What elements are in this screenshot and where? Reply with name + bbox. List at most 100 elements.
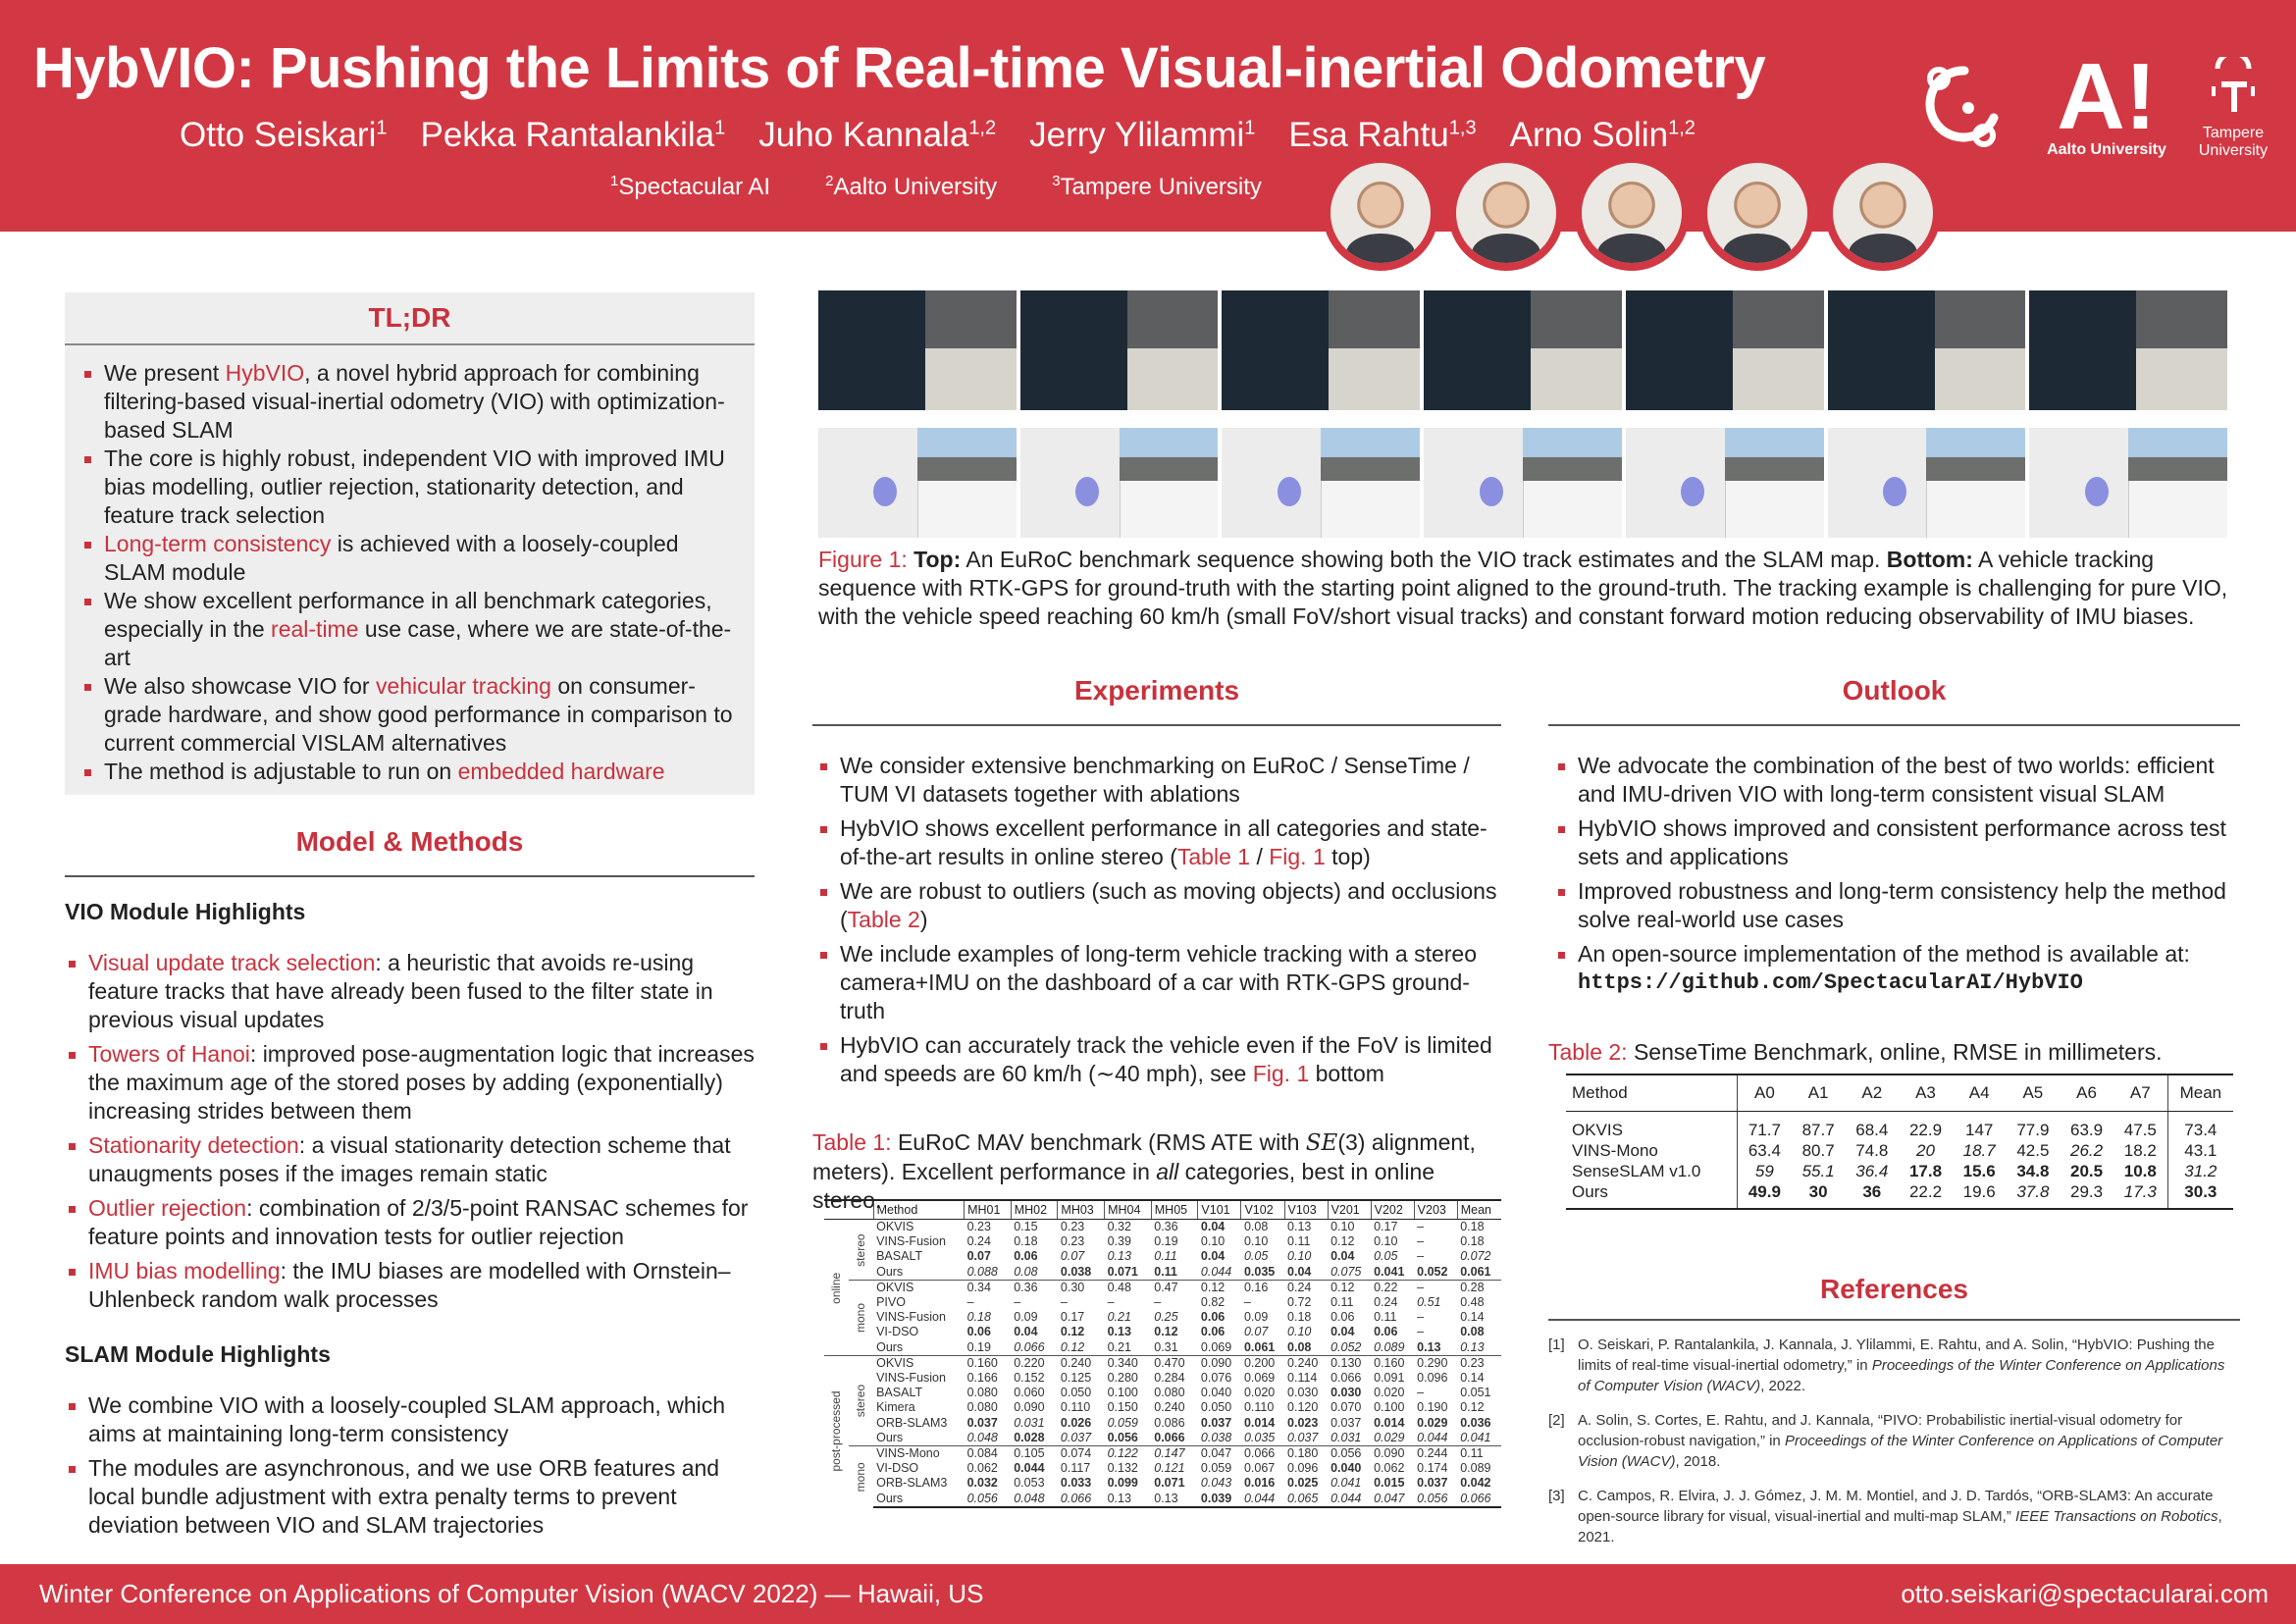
- reference-authors-title: O. Seiskari, P. Rantalankila, J. Kannala…: [1578, 1336, 2215, 1374]
- table2-cell: 30: [1791, 1181, 1846, 1210]
- table1-column-header: V102: [1240, 1199, 1285, 1220]
- affiliation-number: 1: [610, 173, 619, 189]
- affiliation: 3Tampere University: [1052, 173, 1262, 201]
- affiliation-list: 1Spectacular AI 2Aalto University 3Tampere…: [610, 173, 1262, 201]
- experiment-item: We include examples of long-term vehicle…: [816, 940, 1501, 1025]
- vio-highlight-term: Outlier rejection: [88, 1195, 247, 1221]
- table1-cell: 0.72: [1287, 1295, 1312, 1310]
- tldr-item: We also showcase VIO for vehicular track…: [80, 672, 737, 758]
- tldr-title: TL;DR: [65, 292, 755, 345]
- table1-cell: 0.075: [1331, 1264, 1362, 1279]
- author-photo: [1448, 155, 1564, 271]
- github-url[interactable]: https://github.com/SpectacularAI/HybVIO: [1578, 970, 2083, 995]
- table1-cell: 0.037: [1060, 1430, 1092, 1444]
- experiment-link: Fig. 1: [1252, 1061, 1310, 1086]
- table1-cell: 0.071: [1154, 1476, 1185, 1491]
- table2-row: Ours 49.9 30 36 22.2 19.6 37.8 29.3 17.3 30.3: [1566, 1181, 2233, 1210]
- table1-cell: 0.096: [1417, 1371, 1448, 1386]
- tldr-item-text: is achieved with a loosely-coupled SLAM …: [104, 531, 679, 585]
- table1-method: VINS-Mono: [873, 1445, 965, 1462]
- table1-cell: 0.025: [1287, 1476, 1319, 1491]
- experiment-text: HybVIO can accurately track the vehicle …: [840, 1032, 1492, 1086]
- table1-cell: 0.099: [1107, 1476, 1138, 1491]
- table1-column-header: MH01: [964, 1199, 1012, 1220]
- header-banner: HybVIO: Pushing the Limits of Real-time …: [0, 0, 2296, 232]
- table1-cell: –: [1414, 1279, 1458, 1296]
- table1-cell: 0.047: [1197, 1445, 1241, 1462]
- table2-column-header: A2: [1845, 1074, 1900, 1112]
- table2-cell: 22.2: [1899, 1181, 1953, 1210]
- table1-group-header: [824, 1199, 850, 1220]
- table1-cell: 0.015: [1374, 1476, 1405, 1491]
- tldr-item-text: The core is highly robust, independent V…: [104, 445, 725, 528]
- vehicle-frame: [1625, 428, 1824, 538]
- table1-cell: 0.047: [1371, 1491, 1415, 1508]
- vehicle-frame: [1222, 428, 1421, 538]
- experiment-item: HybVIO can accurately track the vehicle …: [816, 1031, 1501, 1088]
- table1-cell: 0.030: [1287, 1386, 1319, 1400]
- table1-cell: 0.17: [1060, 1310, 1085, 1325]
- table1-cell: 0.10: [1287, 1325, 1312, 1339]
- reference-authors-title: C. Campos, R. Elvira, J. J. Gómez, J. M.…: [1578, 1488, 2214, 1525]
- table1-cell: 0.36: [1011, 1279, 1058, 1296]
- table1-cell: 0.152: [1014, 1371, 1045, 1386]
- table1-row: Ours 0.056 0.048 0.066 0.13 0.13 0.039 0.044 0.0…: [824, 1491, 1501, 1508]
- experiment-item: We are robust to outliers (such as movin…: [816, 877, 1501, 934]
- table1-cell: 0.026: [1060, 1415, 1092, 1430]
- author-affiliation-mark: 1,2: [968, 117, 997, 139]
- table1-cell: 0.016: [1243, 1476, 1276, 1491]
- table1-cell: 0.06: [1374, 1325, 1398, 1339]
- table1-column-header: MH03: [1057, 1199, 1105, 1220]
- table1-cell: 0.15: [1011, 1219, 1058, 1235]
- tldr-item: Long-term consistency is achieved with a…: [80, 530, 737, 587]
- table1-cell: 0.240: [1057, 1354, 1105, 1372]
- author-affiliation-mark: 1,3: [1448, 117, 1477, 139]
- table2-cell: 74.8: [1855, 1141, 1889, 1160]
- table1-method: Ours: [873, 1491, 965, 1508]
- table1-cell: 0.120: [1287, 1400, 1319, 1415]
- vehicle-frame: [1424, 428, 1622, 538]
- table1-cell: 0.074: [1057, 1445, 1105, 1462]
- table1-caption-a: EuRoC MAV benchmark (RMS ATE with: [891, 1129, 1306, 1155]
- table1-cell: 0.039: [1197, 1491, 1241, 1508]
- table2-cell: 43.1: [2166, 1140, 2233, 1161]
- table1-cell: 0.25: [1154, 1310, 1178, 1325]
- reference-item: [3] C. Campos, R. Elvira, J. J. Gómez, J.…: [1548, 1486, 2240, 1547]
- table2-row: SenseSLAM v1.0 59 55.1 36.4 17.8 15.6 34.8 20.5…: [1566, 1161, 2233, 1181]
- reference-venue: Proceedings of the Winter Conference on …: [1578, 1433, 2223, 1470]
- table1-cell: –: [1417, 1325, 1425, 1339]
- table2-column-header: A4: [1952, 1074, 2007, 1112]
- references-section: References [1] O. Seiskari, P. Rantalanki…: [1548, 1274, 2240, 1547]
- table1-cell: 0.22: [1371, 1279, 1415, 1296]
- table1-cell: 0.24: [1284, 1279, 1329, 1296]
- table1-cell: 0.088: [966, 1264, 998, 1279]
- vio-highlight-term: IMU bias modelling: [88, 1258, 281, 1283]
- author-photo: [1323, 155, 1438, 271]
- table1-cell: 0.066: [1240, 1445, 1285, 1462]
- table1-method: VI-DSO: [876, 1325, 919, 1339]
- author-affiliation-mark: 1: [376, 117, 388, 139]
- contact-email[interactable]: otto.seiskari@spectacularai.com: [1901, 1579, 2269, 1608]
- table2: Method A0 A1 A2 A3 A4 A5 A6 A7 Mean OKVIS 71.7 87.7 6…: [1566, 1074, 2233, 1210]
- reference-year: , 2021.: [1578, 1508, 2222, 1545]
- vio-highlight-text: : the IMU biases are modelled with Ornst…: [88, 1258, 731, 1312]
- table2-cell: 10.8: [2123, 1162, 2157, 1180]
- table1-cell: 0.056: [1107, 1430, 1138, 1444]
- table1-cell: 0.059: [1200, 1461, 1232, 1476]
- affiliation-name: Spectacular AI: [618, 174, 771, 200]
- slam-highlights-title: SLAM Module Highlights: [65, 1341, 331, 1367]
- figure-euroc-strip: [818, 290, 2228, 410]
- table1-cell: 0.044: [1014, 1461, 1045, 1476]
- table1-sensor-label: mono: [849, 1280, 874, 1356]
- table1-cell: 0.23: [964, 1219, 1012, 1235]
- table1-cell: –: [1417, 1386, 1425, 1400]
- table1-cell: 0.044: [1240, 1491, 1285, 1508]
- table1-cell: 0.06: [966, 1325, 991, 1339]
- reference-text: C. Campos, R. Elvira, J. J. Gómez, J. M.…: [1578, 1486, 2240, 1547]
- table1-cell: 0.14: [1460, 1310, 1485, 1325]
- table1-cell: 0.038: [1060, 1264, 1092, 1279]
- table1-cell: 0.180: [1284, 1445, 1329, 1462]
- table1-cell: –: [1414, 1219, 1458, 1235]
- table1-cell: 0.19: [1154, 1234, 1178, 1249]
- table1-row: Ours 0.088 0.08 0.038 0.071 0.11 0.044 0.035 0.0…: [824, 1265, 1501, 1281]
